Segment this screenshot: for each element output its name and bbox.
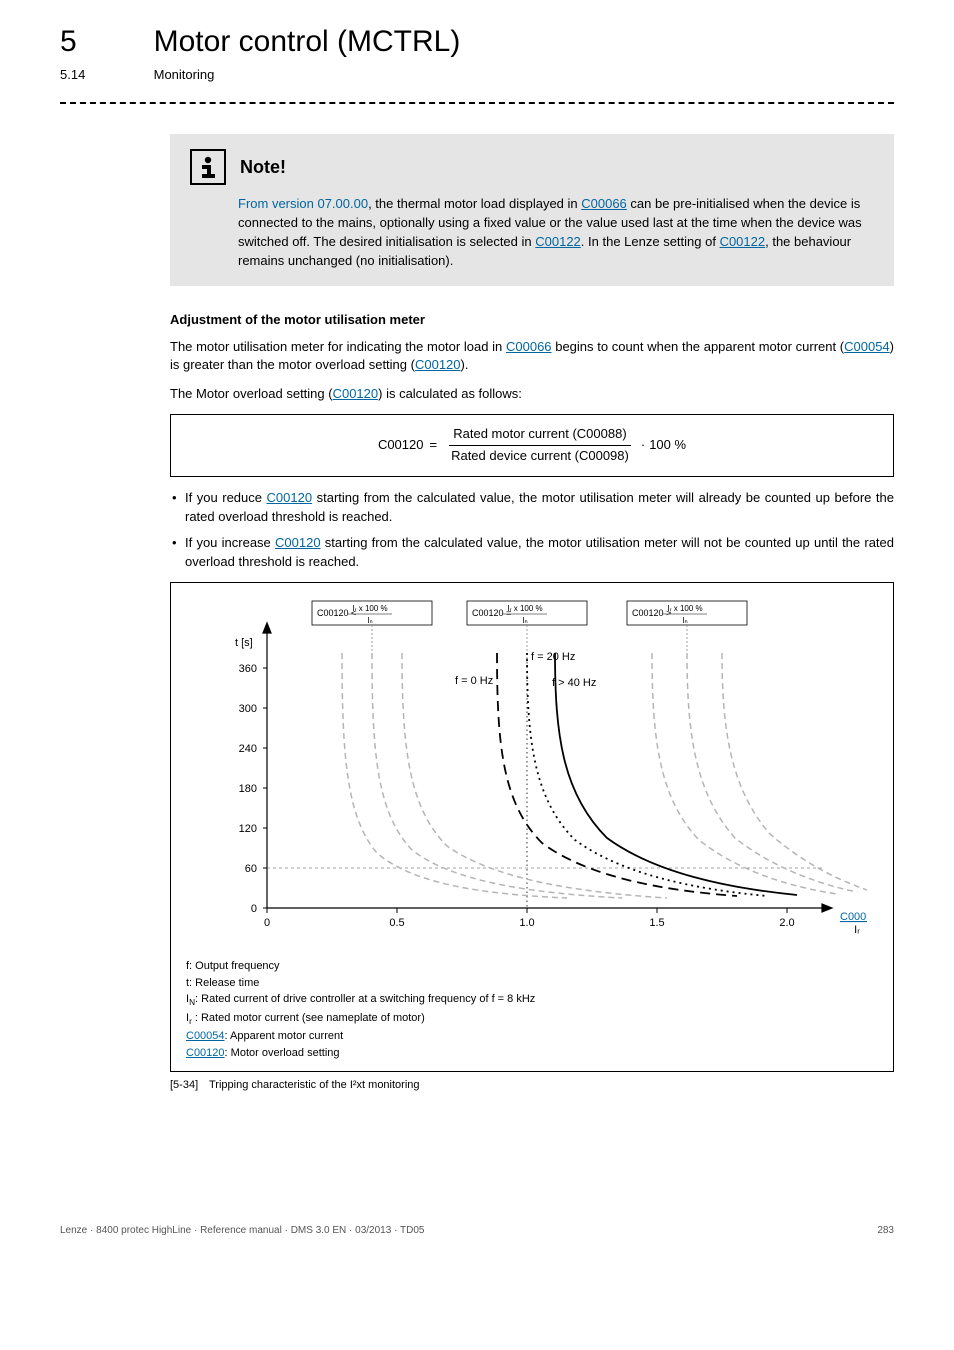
svg-text:f > 40 Hz: f > 40 Hz [552,677,596,689]
figure-text: Tripping characteristic of the I²xt moni… [209,1079,420,1091]
link-c00120-d[interactable]: C00120 [275,535,321,550]
paragraph-2: The Motor overload setting (C00120) is c… [170,385,894,404]
caption-line: t: Release time [186,975,878,992]
link-c00066[interactable]: C00066 [581,196,627,211]
note-box: Note! From version 07.00.00, the thermal… [170,134,894,285]
chart-container: C00120 < Iᵣ x 100 % Iₙ C00120 = Iᵣ x 100… [170,582,894,1072]
svg-text:Iₙ: Iₙ [682,616,687,625]
figure-tag: [5-34] [170,1079,198,1091]
svg-text:f = 0 Hz: f = 0 Hz [455,675,493,687]
note-body: From version 07.00.00, the thermal motor… [238,195,874,270]
svg-text:300: 300 [239,703,257,715]
chapter-number: 5 [60,20,150,64]
svg-text:1.5: 1.5 [649,917,664,929]
bullet-list: If you reduce C00120 starting from the c… [170,489,894,572]
svg-text:240: 240 [239,743,257,755]
link-c00120-c[interactable]: C00120 [267,490,313,505]
note-header: Note! [190,149,874,185]
main-content: Adjustment of the motor utilisation mete… [170,311,894,1095]
svg-text:Iₙ: Iₙ [367,616,372,625]
caption-line: C00120: Motor overload setting [186,1045,878,1062]
link-c00122-b[interactable]: C00122 [720,234,766,249]
formula-rhs: 100 % [649,436,686,455]
footer-page-number: 283 [877,1224,894,1239]
svg-text:180: 180 [239,783,257,795]
subheading: Adjustment of the motor utilisation mete… [170,311,894,330]
link-c00066-b[interactable]: C00066 [506,339,552,354]
svg-text:1.0: 1.0 [519,917,534,929]
svg-text:Iₙ: Iₙ [522,616,527,625]
svg-text:0.5: 0.5 [389,917,404,929]
divider [60,102,894,104]
caption-line: C00054: Apparent motor current [186,1028,878,1045]
link-c00122[interactable]: C00122 [535,234,581,249]
svg-text:Iᵣ: Iᵣ [854,924,860,936]
svg-text:Iᵣ x 100 %: Iᵣ x 100 % [507,604,542,613]
note-title: Note! [240,154,286,180]
link-c00120-b[interactable]: C00120 [333,386,379,401]
svg-text:C00120 <: C00120 < [317,608,356,618]
page-footer: Lenze · 8400 protec HighLine · Reference… [60,1224,894,1239]
list-item: If you reduce C00120 starting from the c… [170,489,894,527]
footer-left: Lenze · 8400 protec HighLine · Reference… [60,1224,424,1239]
svg-text:C00120 >: C00120 > [632,608,671,618]
page-header: 5 Motor control (MCTRL) 5.14 Monitoring [60,20,894,84]
caption-line: Ir : Rated motor current (see nameplate … [186,1010,878,1029]
svg-text:C00120 =: C00120 = [472,608,511,618]
link-c00054-b[interactable]: C00054 [186,1030,225,1042]
svg-text:120: 120 [239,823,257,835]
svg-text:360: 360 [239,663,257,675]
svg-text:Iᵣ x 100 %: Iᵣ x 100 % [667,604,702,613]
paragraph-1: The motor utilisation meter for indicati… [170,338,894,376]
svg-text:f = 20 Hz: f = 20 Hz [531,651,575,663]
formula-lhs: C00120 [378,436,424,455]
svg-text:2.0: 2.0 [779,917,794,929]
version-text: From version 07.00.00 [238,196,368,211]
svg-text:C00054: C00054 [840,911,867,923]
figure-caption: [5-34] Tripping characteristic of the I²… [170,1078,894,1094]
svg-text:t [s]: t [s] [235,637,253,649]
info-icon [190,149,226,185]
tripping-chart: C00120 < Iᵣ x 100 % Iₙ C00120 = Iᵣ x 100… [197,598,867,948]
link-c00120[interactable]: C00120 [415,357,461,372]
svg-text:0: 0 [264,917,270,929]
link-c00054[interactable]: C00054 [844,339,890,354]
section-number: 5.14 [60,66,150,85]
svg-text:Iᵣ x 100 %: Iᵣ x 100 % [352,604,387,613]
svg-text:0: 0 [251,903,257,915]
svg-text:60: 60 [245,863,257,875]
chart-caption: f: Output frequency t: Release time IN: … [186,958,878,1061]
formula-fraction: Rated motor current (C00088) Rated devic… [449,425,631,466]
caption-line: IN: Rated current of drive controller at… [186,991,878,1010]
section-title: Monitoring [154,66,215,85]
formula-box: C00120 = Rated motor current (C00088) Ra… [170,414,894,477]
link-c00120-e[interactable]: C00120 [186,1047,225,1059]
chapter-title: Motor control (MCTRL) [154,20,461,64]
list-item: If you increase C00120 starting from the… [170,534,894,572]
caption-line: f: Output frequency [186,958,878,975]
